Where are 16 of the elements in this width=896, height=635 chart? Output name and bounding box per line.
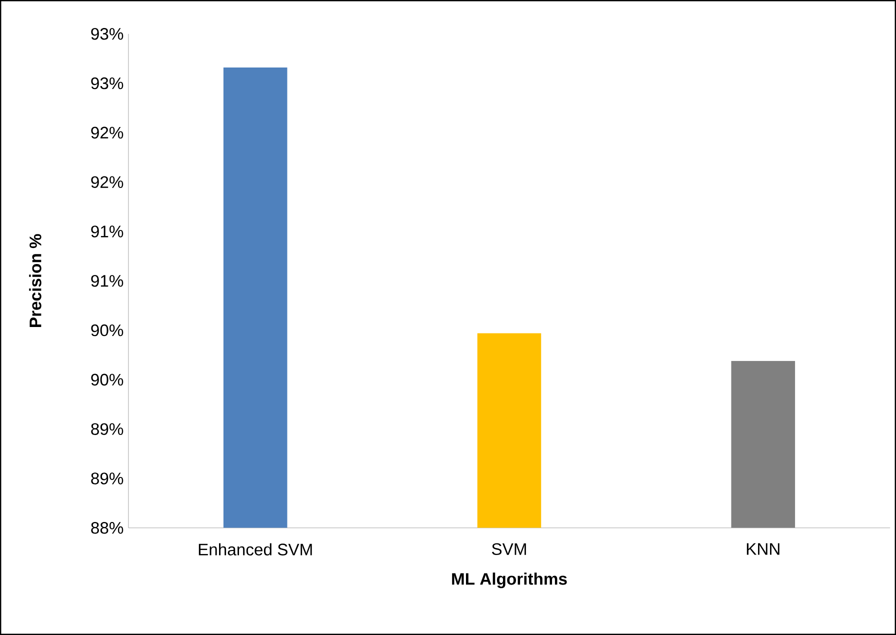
x-tick-label: KNN bbox=[746, 543, 780, 555]
y-tick-label: 90% bbox=[91, 324, 124, 336]
y-tick-label: 93% bbox=[91, 77, 124, 90]
y-tick-label: 89% bbox=[91, 472, 124, 484]
x-axis-title: ML Algorithms bbox=[452, 572, 567, 588]
y-tick-label: 91% bbox=[91, 226, 124, 238]
y-tick-label: 89% bbox=[91, 423, 124, 435]
y-tick-label: 91% bbox=[91, 275, 124, 287]
x-tick-label: Enhanced SVM bbox=[198, 543, 312, 556]
y-tick-label: 92% bbox=[91, 126, 124, 139]
x-tick-label: SVM bbox=[492, 543, 526, 556]
y-tick-label: 90% bbox=[91, 374, 124, 386]
y-tick-label: 88% bbox=[91, 522, 124, 534]
y-axis-title: Precision % bbox=[29, 234, 42, 327]
y-tick-label: 93% bbox=[91, 28, 124, 40]
y-tick-label: 92% bbox=[91, 176, 124, 188]
